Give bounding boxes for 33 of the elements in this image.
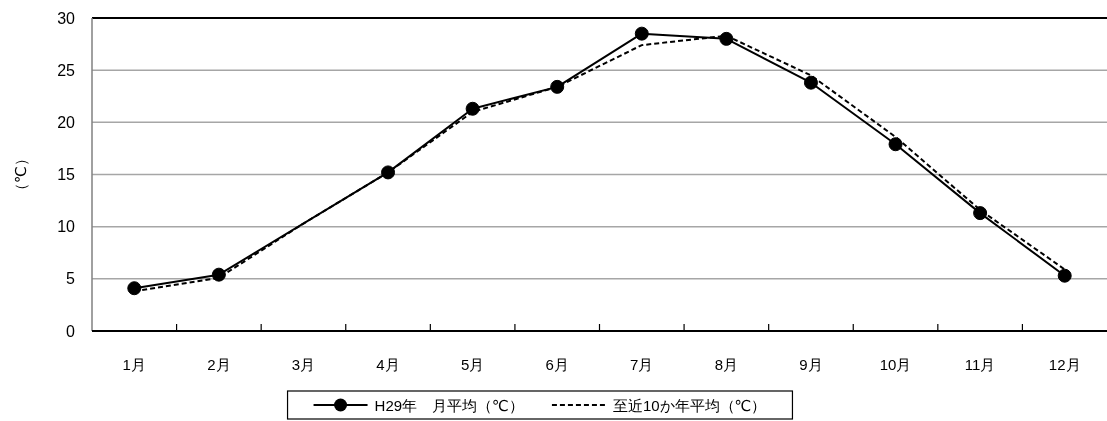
point (973, 206, 988, 221)
y-tick-label: 25 (57, 61, 76, 79)
x-tick-label: 6月 (545, 355, 569, 373)
point (381, 165, 396, 180)
y-tick-label: 30 (57, 9, 76, 27)
point (719, 31, 734, 46)
x-tick-label: 4月 (376, 355, 400, 373)
y-tick-label: 15 (57, 166, 76, 183)
x-tick-label: 11月 (964, 355, 996, 373)
x-tick-label: 7月 (630, 355, 654, 373)
x-tick-label: 5月 (460, 355, 485, 373)
x-tick-label: 8月 (714, 355, 739, 373)
y-tick-label: 0 (66, 322, 76, 340)
point (550, 79, 565, 94)
x-tick-label: 2月 (207, 355, 231, 373)
x-tick-label: 3月 (291, 355, 316, 373)
legend-label: H29年 月平均（℃） (374, 396, 524, 414)
y-tick-label: 20 (57, 113, 76, 131)
x-tick-label: 9月 (799, 355, 823, 373)
y-tick-label: 5 (66, 270, 76, 288)
point (634, 26, 649, 41)
legend-label: 至近10か年平均（℃） (612, 396, 767, 414)
y-tick-label: 10 (57, 218, 76, 236)
point (211, 267, 226, 282)
x-tick-label: 10月 (879, 355, 912, 373)
point (803, 75, 818, 90)
point (465, 101, 480, 116)
point (888, 137, 903, 152)
point (1057, 268, 1072, 283)
y-axis-title: （℃） (11, 151, 29, 198)
x-tick-label: 12月 (1048, 355, 1081, 373)
x-tick-label: 1月 (122, 355, 146, 373)
point (127, 281, 142, 296)
